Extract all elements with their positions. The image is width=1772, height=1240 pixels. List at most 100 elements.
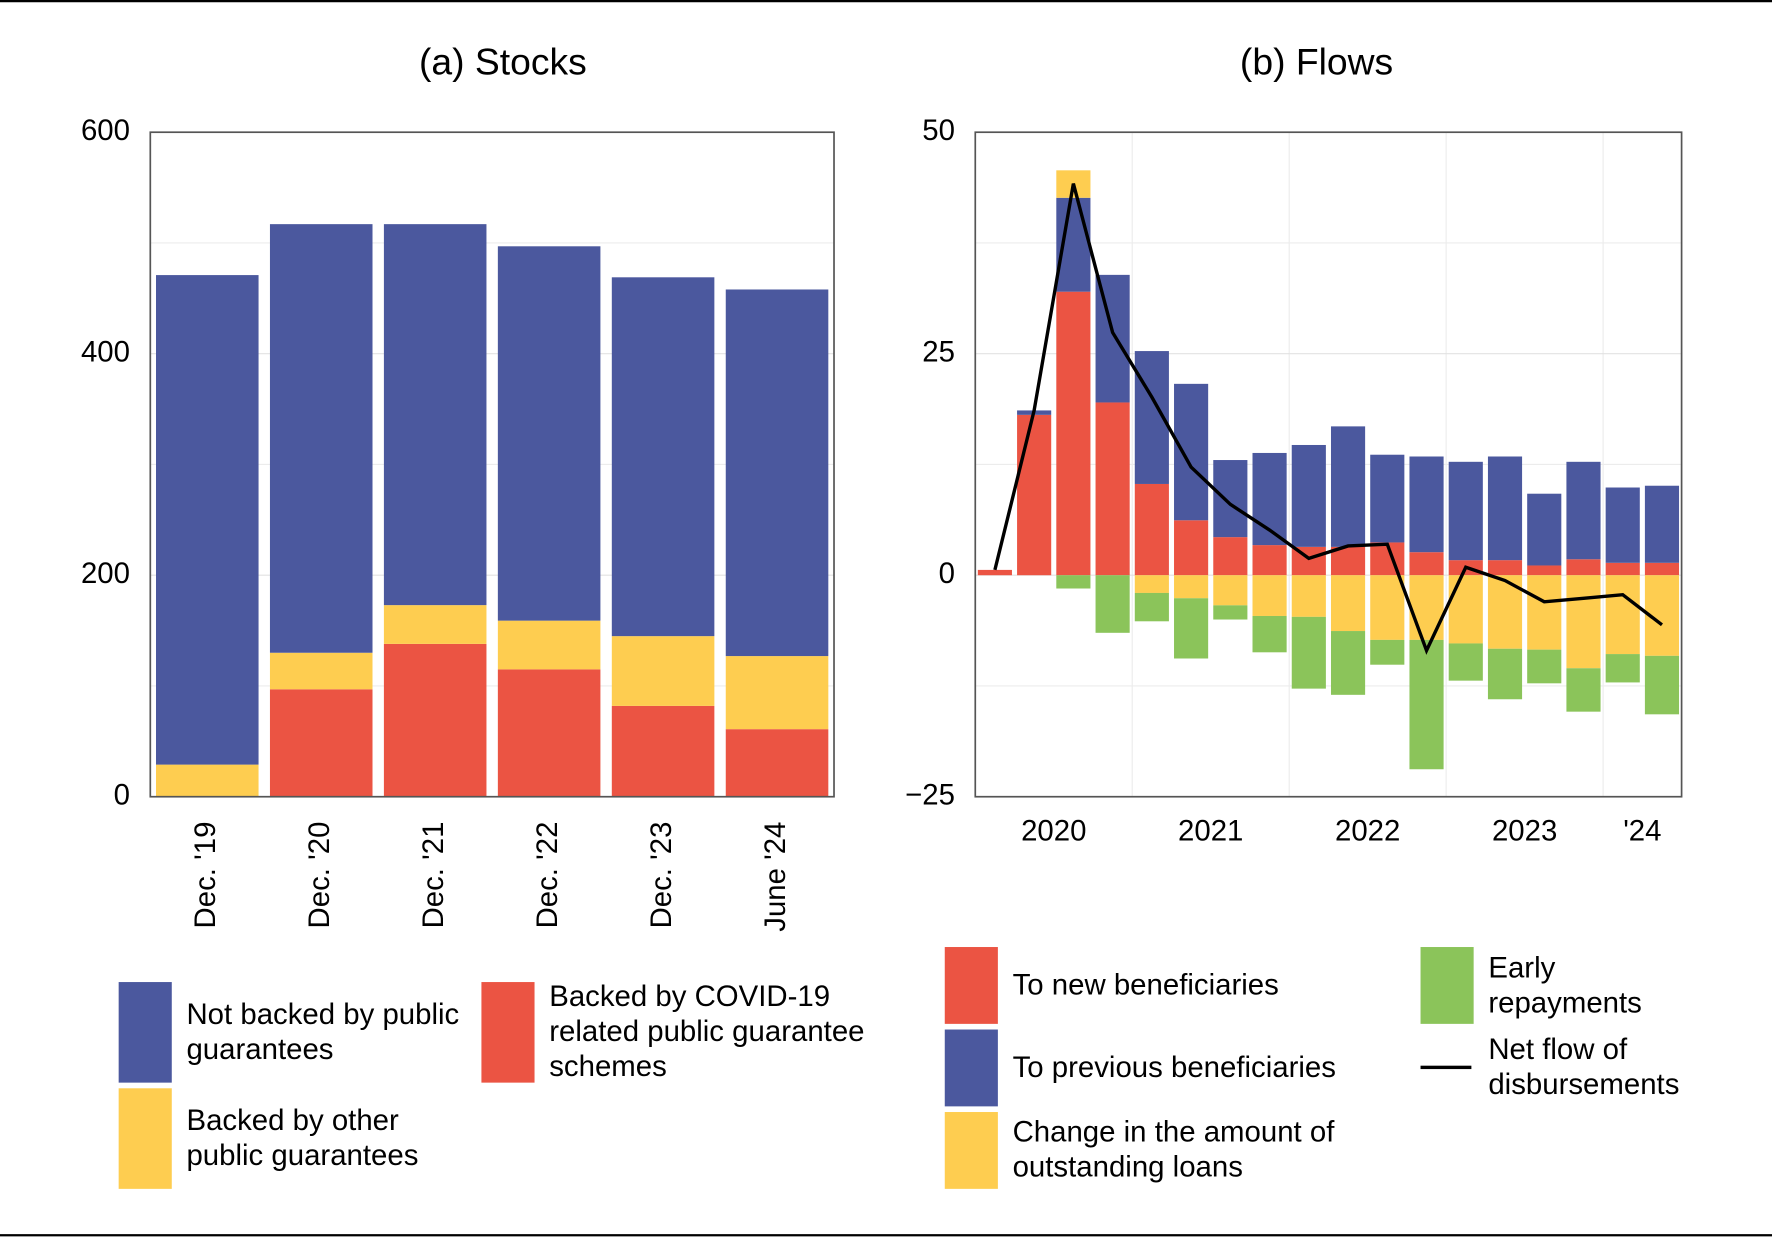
y-tick-label: 600 [81,114,130,147]
legend-label: Backed by COVID-19 related public guaran… [549,978,865,1083]
legend-label: To new beneficiaries [1012,967,1279,1002]
bar-segment [1134,575,1169,593]
x-tick-label: June '24 [759,822,792,932]
x-tick-label: Dec. '19 [189,822,222,929]
plot-frame [974,131,1683,798]
bar-segment [1017,414,1052,576]
bar-segment [1174,575,1209,599]
bar-segment [1291,575,1326,617]
x-tick-label: 2022 [1335,815,1400,848]
bar-segment [1370,454,1405,543]
chart-title: (a) Stocks [419,40,587,82]
bar-segment [1174,383,1209,521]
bar-segment [1330,546,1366,576]
bar-segment [1134,483,1169,576]
bar-segment [1566,668,1601,712]
y-tick-label: 400 [81,335,130,368]
bar-segment [497,246,601,621]
x-tick-label: 2023 [1492,815,1557,848]
bar-segment [1527,493,1562,566]
bar-segment [611,636,715,706]
bar-segment [1330,631,1366,695]
bar-segment [1213,537,1248,576]
bar-segment [1409,552,1444,576]
x-tick-label: Dec. '21 [417,822,450,929]
bar-segment [497,620,601,670]
bar-segment [1605,487,1640,563]
x-tick-label: 2020 [1021,815,1086,848]
bar-segment [1213,460,1248,538]
bar-segment [1095,274,1130,403]
legend-label: Change in the amount of outstanding loan… [1012,1114,1335,1184]
bar-segment [1644,485,1680,563]
x-tick-label: Dec. '23 [645,822,678,929]
legend-swatch [944,1112,998,1189]
bar-segment [1487,560,1523,576]
bar-segment [1370,575,1405,640]
bar-segment [1644,655,1680,715]
bar-segment [1095,575,1130,633]
bar-segment [1330,575,1366,632]
bar-segment [725,729,829,797]
bar-segment [269,224,373,653]
legend-swatch [944,1029,998,1107]
bar-segment [1213,605,1248,620]
bar-segment [1056,575,1091,589]
bar-segment [156,764,259,797]
legend-line [1420,1065,1472,1070]
legend-swatch [944,947,998,1024]
bar-segment [1527,575,1562,650]
bar-segment [1448,575,1483,644]
bar-segment [1605,654,1640,683]
bar-segment [1409,639,1444,770]
bar-segment [1095,402,1130,576]
bar-segment [611,705,715,797]
legend-label: Not backed by public guarantees [186,996,460,1066]
bar-segment [1527,565,1562,576]
bar-segment [1330,426,1366,547]
bar-segment [1605,562,1640,576]
bar-segment [1174,598,1209,659]
bar-segment [1448,461,1483,561]
bar-segment [1291,616,1326,689]
bar-segment [1252,575,1287,616]
bar-segment [1409,575,1444,640]
y-tick-label: 0 [939,557,955,590]
bar-segment [497,669,601,797]
x-tick-label: 2021 [1178,815,1243,848]
bar-segment [977,569,1012,576]
bar-segment [1605,575,1640,655]
bar-segment [1566,575,1601,669]
bar-segment [383,643,487,797]
legend-label: Net flow of disbursements [1488,1031,1680,1101]
bar-segment [1487,456,1523,561]
y-tick-label: 0 [114,778,130,811]
bar-segment [383,224,487,606]
bar-segment [1056,291,1091,576]
bar-segment [1213,575,1248,606]
bar-segment [1252,545,1287,576]
plot-frame [149,131,835,798]
bar-segment [1487,648,1523,700]
bar-segment [383,605,487,644]
legend-swatch [118,982,172,1083]
x-tick-label: Dec. '20 [303,822,336,929]
bar-segment [725,289,829,657]
y-tick-label: 50 [922,114,955,147]
bar-segment [1566,559,1601,576]
bar-segment [1566,461,1601,560]
line [993,183,1664,655]
x-tick-label: '24 [1623,815,1661,848]
bar-segment [1134,592,1169,622]
bar-segment [1174,520,1209,576]
legend-label: Early repayments [1488,950,1642,1020]
bar-segment [725,656,829,730]
x-tick-label: Dec. '22 [531,822,564,929]
y-tick-label: −25 [905,778,955,811]
bar-segment [1527,649,1562,684]
bar-segment [1644,562,1680,576]
legend-label: To previous beneficiaries [1012,1049,1336,1084]
